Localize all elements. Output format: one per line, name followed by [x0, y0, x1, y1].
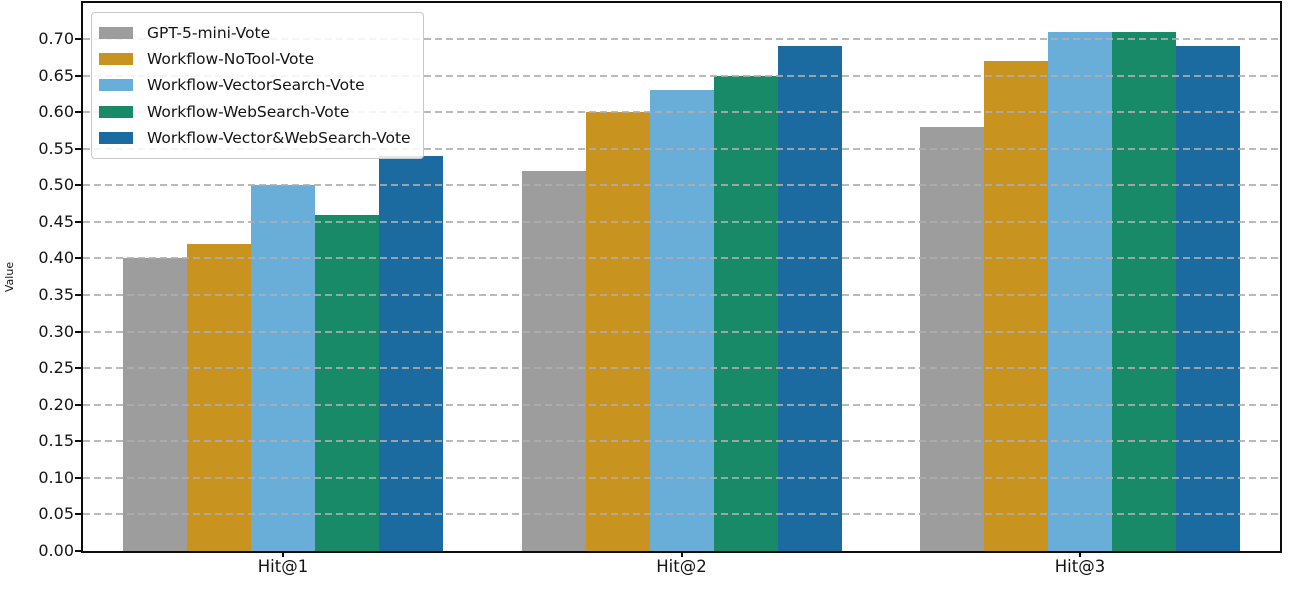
y-tick-0.70 [75, 38, 83, 41]
gridline-0.60 [83, 111, 1280, 114]
gridline-0.50 [83, 184, 1280, 187]
y-tick-0.60 [75, 111, 83, 114]
gridline-0.30 [83, 330, 1280, 333]
x-tick-label: Hit@3 [1054, 557, 1106, 576]
bar-Hit@3-GPT-5-mini-Vote [920, 126, 984, 551]
legend-label: Workflow-NoTool-Vote [147, 50, 315, 69]
x-tick-Hit@3 [1079, 551, 1081, 557]
y-tick-label: 0.15 [38, 431, 74, 451]
gridline-0.35 [83, 294, 1280, 297]
gridline-0.40 [83, 257, 1280, 260]
legend-swatch [99, 131, 133, 144]
y-tick-label: 0.50 [38, 175, 74, 195]
x-tick-label: Hit@1 [257, 557, 309, 576]
bar-Hit@2-Workflow-WebSearch-Vote [713, 75, 778, 551]
gridline-0.45 [83, 220, 1280, 223]
y-tick-0.25 [75, 367, 83, 370]
legend-item: Workflow-WebSearch-Vote [99, 99, 411, 125]
gridline-0.15 [83, 440, 1280, 443]
gridline-0.65 [83, 74, 1280, 77]
y-tick-0.55 [75, 147, 83, 150]
bar-Hit@3-Workflow-VectorSearch-Vote [1048, 31, 1112, 551]
x-tick-Hit@2 [680, 551, 683, 557]
bar-Hit@3-Workflow-WebSearch-Vote [1112, 31, 1176, 551]
y-tick-label: 0.00 [38, 541, 74, 560]
gridline-0.70 [83, 38, 1280, 41]
gridline-0.10 [83, 476, 1280, 479]
bar-Hit@1-Workflow-Vector&WebSearch-Vote [379, 156, 443, 551]
y-tick-0.15 [75, 440, 83, 443]
legend-label: Workflow-Vector&WebSearch-Vote [147, 128, 411, 147]
y-tick-0.40 [75, 257, 83, 260]
y-tick-0.30 [75, 330, 83, 333]
y-tick-label: 0.35 [38, 285, 74, 305]
y-tick-label: 0.65 [38, 65, 74, 85]
x-tick-Hit@1 [282, 551, 284, 557]
legend-swatch [99, 53, 133, 66]
y-tick-label: 0.60 [38, 102, 74, 122]
gridline-0.25 [83, 367, 1280, 370]
legend-label: Workflow-VectorSearch-Vote [147, 76, 365, 95]
legend-swatch [99, 27, 133, 40]
bar-Hit@1-Workflow-WebSearch-Vote [315, 214, 379, 551]
y-tick-0.20 [75, 403, 83, 406]
y-tick-label: 0.25 [38, 358, 74, 378]
legend-label: GPT-5-mini-Vote [147, 24, 271, 43]
bar-Hit@2-Workflow-Vector&WebSearch-Vote [777, 46, 842, 551]
y-tick-label: 0.05 [38, 504, 74, 524]
y-tick-label: 0.40 [38, 248, 74, 268]
legend-item: Workflow-NoTool-Vote [99, 46, 411, 72]
bar-Hit@1-Workflow-NoTool-Vote [187, 243, 251, 551]
y-tick-label: 0.45 [38, 211, 74, 231]
y-tick-label: 0.10 [38, 467, 74, 487]
gridline-0.55 [83, 147, 1280, 150]
legend-item: Workflow-Vector&WebSearch-Vote [99, 125, 411, 151]
bar-Hit@3-Workflow-NoTool-Vote [984, 61, 1048, 551]
legend-item: Workflow-VectorSearch-Vote [99, 72, 411, 98]
y-tick-0.65 [75, 74, 83, 77]
bar-Hit@2-Workflow-VectorSearch-Vote [649, 90, 714, 551]
y-tick-0.05 [75, 513, 83, 516]
bar-Hit@2-GPT-5-mini-Vote [521, 170, 586, 551]
plot-area: GPT-5-mini-Vote Workflow-NoTool-Vote Workf… [81, 1, 1282, 553]
y-tick-0.10 [75, 476, 83, 479]
gridline-0.20 [83, 403, 1280, 406]
legend: GPT-5-mini-Vote Workflow-NoTool-Vote Workf… [91, 12, 424, 159]
bar-Hit@3-Workflow-Vector&WebSearch-Vote [1176, 46, 1240, 551]
legend-swatch [99, 105, 133, 118]
y-tick-label: 0.55 [38, 138, 74, 158]
gridline-0.05 [83, 513, 1280, 516]
y-tick-0.50 [75, 184, 83, 187]
y-tick-0.35 [75, 294, 83, 297]
legend-label: Workflow-WebSearch-Vote [147, 102, 350, 121]
y-tick-label: 0.20 [38, 394, 74, 414]
y-tick-label: 0.30 [38, 321, 74, 341]
y-tick-0.00 [75, 550, 83, 552]
legend-swatch [99, 79, 133, 92]
y-tick-label: 0.70 [38, 29, 74, 49]
x-tick-label: Hit@2 [656, 557, 707, 576]
legend-item: GPT-5-mini-Vote [99, 20, 411, 46]
y-tick-0.45 [75, 220, 83, 223]
